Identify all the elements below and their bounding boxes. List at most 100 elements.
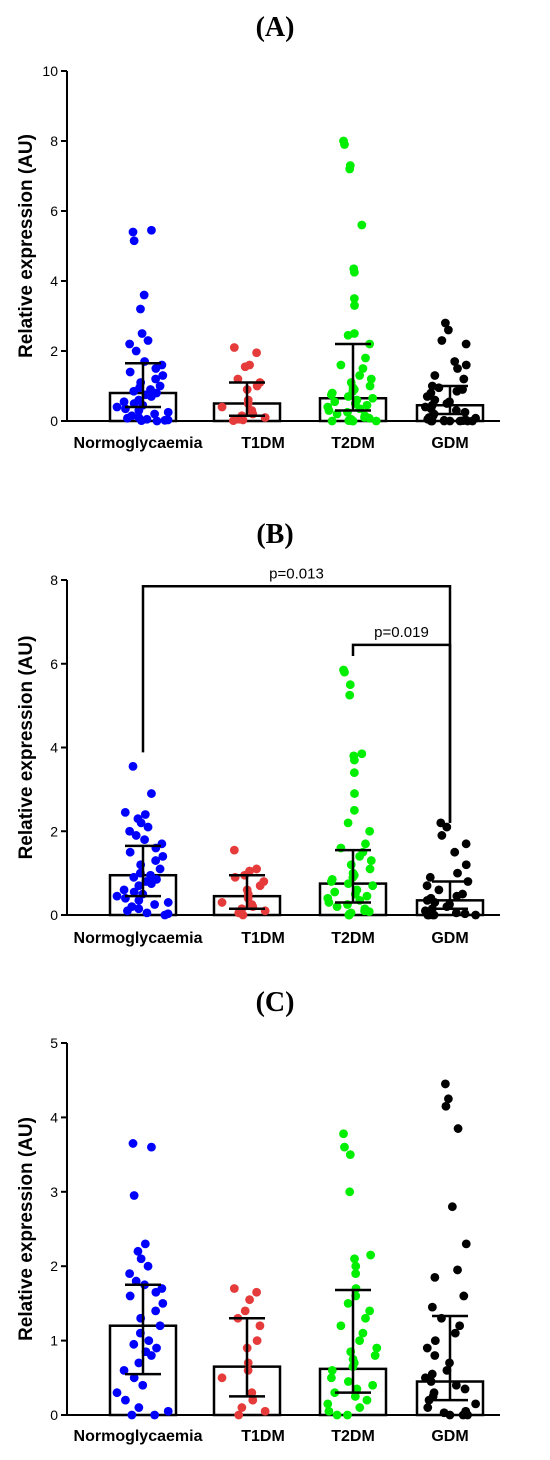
data-point-normoglycaemia [150, 1410, 160, 1420]
data-point-normoglycaemia [112, 402, 122, 412]
data-point-t2dm [343, 1299, 353, 1308]
data-point-t2dm [365, 381, 375, 391]
panel-label: (B) [256, 519, 293, 550]
data-point-gdm [459, 1291, 469, 1301]
data-point-gdm [468, 416, 477, 426]
data-point-t2dm [330, 397, 340, 407]
data-point-gdm [439, 416, 449, 426]
data-point-t2dm [349, 768, 359, 778]
data-point-gdm [447, 1202, 457, 1212]
data-point-t2dm [327, 1365, 337, 1375]
data-point-t2dm [361, 1313, 370, 1323]
data-point-t2dm [347, 416, 357, 426]
data-point-normoglycaemia [140, 810, 150, 819]
category-label-normoglycaemia: Normoglycaemia [74, 1428, 203, 1445]
data-point-t2dm [349, 267, 359, 277]
data-point-normoglycaemia [146, 392, 156, 401]
data-point-gdm [461, 839, 471, 849]
data-point-gdm [443, 325, 453, 335]
data-point-normoglycaemia [125, 1269, 135, 1279]
data-point-normoglycaemia [163, 1406, 173, 1416]
category-label-gdm: GDM [431, 1428, 468, 1445]
data-point-t1dm [229, 845, 239, 855]
data-point-normoglycaemia [134, 406, 144, 415]
data-point-t2dm [330, 887, 340, 897]
data-point-t2dm [343, 392, 353, 401]
category-label-t1dm: T1DM [241, 930, 285, 947]
data-point-normoglycaemia [158, 851, 168, 861]
data-point-normoglycaemia [136, 818, 146, 828]
data-point-t2dm [364, 413, 374, 423]
data-point-normoglycaemia [137, 329, 147, 338]
data-point-gdm [451, 406, 461, 415]
data-point-normoglycaemia [136, 304, 145, 314]
category-label-t1dm: T1DM [241, 1428, 285, 1445]
data-point-t1dm [252, 864, 262, 874]
data-point-normoglycaemia [129, 399, 139, 408]
data-point-t2dm [368, 393, 378, 403]
data-point-normoglycaemia [123, 906, 132, 916]
data-point-t1dm [252, 1287, 262, 1297]
data-point-gdm [451, 1380, 461, 1390]
data-point-t1dm [255, 881, 265, 891]
data-point-t1dm [248, 1395, 258, 1405]
data-point-normoglycaemia [137, 416, 146, 426]
data-point-gdm [440, 1079, 450, 1089]
data-point-t1dm [238, 910, 248, 920]
data-point-normoglycaemia [125, 339, 135, 349]
data-point-normoglycaemia [134, 1358, 144, 1368]
data-point-normoglycaemia [147, 789, 156, 798]
data-point-normoglycaemia [133, 1246, 143, 1256]
data-point-normoglycaemia [125, 826, 135, 836]
panel-label: (C) [256, 987, 295, 1018]
data-point-t1dm [255, 1321, 265, 1331]
data-point-normoglycaemia [128, 1139, 138, 1148]
data-point-gdm [450, 847, 460, 857]
data-point-gdm [430, 1272, 440, 1282]
data-point-normoglycaemia [119, 885, 129, 895]
data-point-normoglycaemia [160, 910, 170, 920]
data-point-normoglycaemia [134, 904, 144, 914]
data-point-t2dm [365, 864, 375, 874]
data-point-normoglycaemia [155, 1321, 165, 1331]
data-point-gdm [422, 1343, 432, 1353]
data-point-gdm [459, 374, 469, 384]
data-point-t2dm [327, 416, 337, 426]
data-point-normoglycaemia [146, 1351, 156, 1360]
data-point-normoglycaemia [150, 409, 160, 419]
y-tick-label: 4 [50, 273, 58, 289]
data-point-normoglycaemia [129, 236, 139, 246]
data-point-normoglycaemia [147, 225, 156, 235]
data-point-t2dm [365, 1306, 375, 1316]
significance-label: p=0.019 [374, 624, 429, 641]
data-point-normoglycaemia [143, 336, 153, 345]
data-point-gdm [442, 822, 452, 832]
y-tick-label: 3 [50, 1184, 58, 1200]
category-label-normoglycaemia: Normoglycaemia [74, 435, 203, 452]
y-tick-label: 10 [42, 63, 58, 79]
data-point-normoglycaemia [139, 290, 149, 300]
data-point-t2dm [361, 839, 370, 849]
data-point-gdm [463, 1410, 472, 1420]
data-point-gdm [424, 1395, 434, 1405]
y-tick-label: 0 [50, 907, 58, 923]
data-point-gdm [451, 908, 461, 918]
data-point-normoglycaemia [147, 1142, 156, 1152]
data-point-t1dm [217, 1373, 227, 1383]
data-point-t2dm [345, 1187, 355, 1197]
y-tick-label: 2 [50, 343, 58, 359]
data-point-normoglycaemia [151, 364, 161, 373]
data-point-normoglycaemia [129, 872, 139, 882]
data-point-t2dm [352, 1384, 362, 1394]
data-point-t2dm [324, 1406, 334, 1416]
data-point-normoglycaemia [136, 1254, 146, 1264]
data-point-t2dm [346, 860, 356, 870]
data-point-t2dm [340, 1142, 349, 1152]
data-point-gdm [461, 360, 471, 370]
data-point-t2dm [323, 1399, 333, 1409]
data-point-t1dm [228, 416, 238, 426]
data-point-gdm [445, 1410, 455, 1420]
data-point-normoglycaemia [151, 1287, 161, 1297]
data-point-t2dm [324, 406, 334, 415]
data-point-t1dm [233, 374, 243, 384]
